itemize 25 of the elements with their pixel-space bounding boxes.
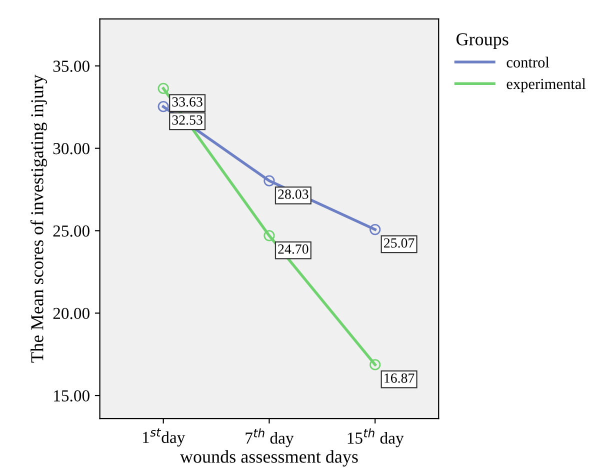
y-tick-label: 25.00 xyxy=(53,225,90,237)
data-label: 25.07 xyxy=(384,238,414,248)
data-label: 24.70 xyxy=(278,244,308,254)
point xyxy=(370,359,381,370)
x-tick-label: 1$^{st}$day xyxy=(142,428,186,446)
x-tick-label: 15$^{th}$ day xyxy=(348,428,404,448)
data-label: 28.03 xyxy=(278,190,308,199)
y-tick-label: 15.00 xyxy=(54,390,90,402)
legend-title: Groups xyxy=(456,33,508,50)
data-label: 32.53 xyxy=(172,115,202,125)
legend-label: control xyxy=(506,56,550,68)
x-tick-label: 7$^{th}$ day xyxy=(246,428,294,448)
y-tick-label: 35.00 xyxy=(53,60,90,72)
data-label: 16.87 xyxy=(384,373,414,383)
point xyxy=(370,224,381,236)
x-axis-title: wounds assessment days xyxy=(180,450,358,467)
legend-label: experimental xyxy=(506,78,586,92)
y-tick-label: 30.00 xyxy=(53,143,90,154)
point xyxy=(264,230,275,242)
data-label: 33.63 xyxy=(172,97,202,107)
y-axis-title: The Mean scores of investigating injury xyxy=(30,74,48,363)
y-tick-label: 20.00 xyxy=(53,308,90,320)
point xyxy=(158,101,169,112)
point xyxy=(158,82,169,94)
point xyxy=(264,175,275,186)
